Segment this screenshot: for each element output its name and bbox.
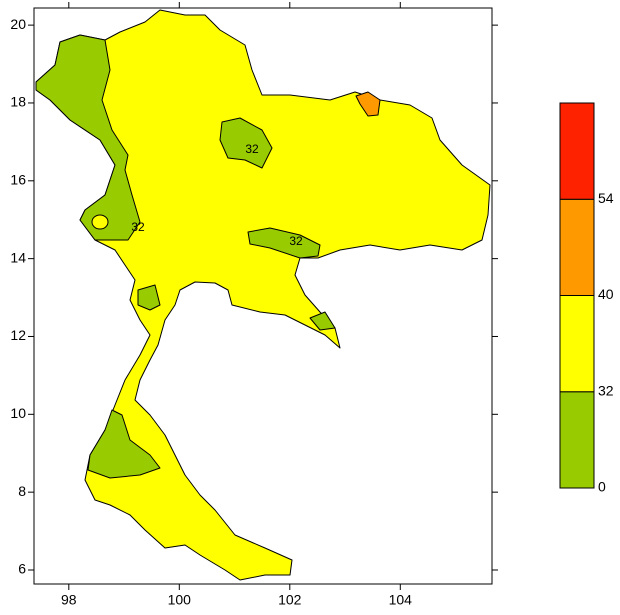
plot-frame (33, 7, 493, 585)
colorbar-label: 40 (598, 286, 614, 302)
y-tick-label: 14 (10, 249, 26, 265)
x-tick-label: 100 (168, 592, 192, 608)
y-tick-label: 10 (10, 405, 26, 421)
yellow-spot (91, 214, 109, 230)
map-area (35, 9, 491, 581)
colorbar-band (559, 102, 595, 200)
green-zone (219, 117, 273, 169)
colorbar-label: 54 (598, 190, 614, 206)
colorbar-band (559, 391, 595, 489)
green-zone (35, 34, 141, 241)
y-tick-label: 16 (10, 172, 26, 188)
green-zone (309, 311, 336, 331)
y-tick-label: 12 (10, 327, 26, 343)
x-tick-label: 98 (61, 592, 77, 608)
y-tick-label: 18 (10, 94, 26, 110)
y-tick-label: 20 (10, 16, 26, 32)
colorbar-label: 0 (598, 479, 606, 495)
colorbar-band (559, 198, 595, 296)
x-tick-label: 102 (278, 592, 302, 608)
colorbar-band (559, 295, 595, 393)
y-tick-label: 6 (18, 561, 26, 577)
green-zone (87, 409, 161, 479)
contour-label: 32 (131, 220, 145, 234)
contour-label: 32 (245, 142, 259, 156)
y-tick-label: 8 (18, 483, 26, 499)
contour-label: 32 (289, 234, 303, 248)
colorbar: 0 32 40 54 (559, 102, 614, 495)
land (35, 9, 491, 581)
green-zone (247, 227, 321, 259)
orange-zone (355, 91, 381, 117)
colorbar-label: 32 (598, 382, 614, 398)
x-tick-label: 104 (389, 592, 413, 608)
green-zone (137, 284, 161, 311)
